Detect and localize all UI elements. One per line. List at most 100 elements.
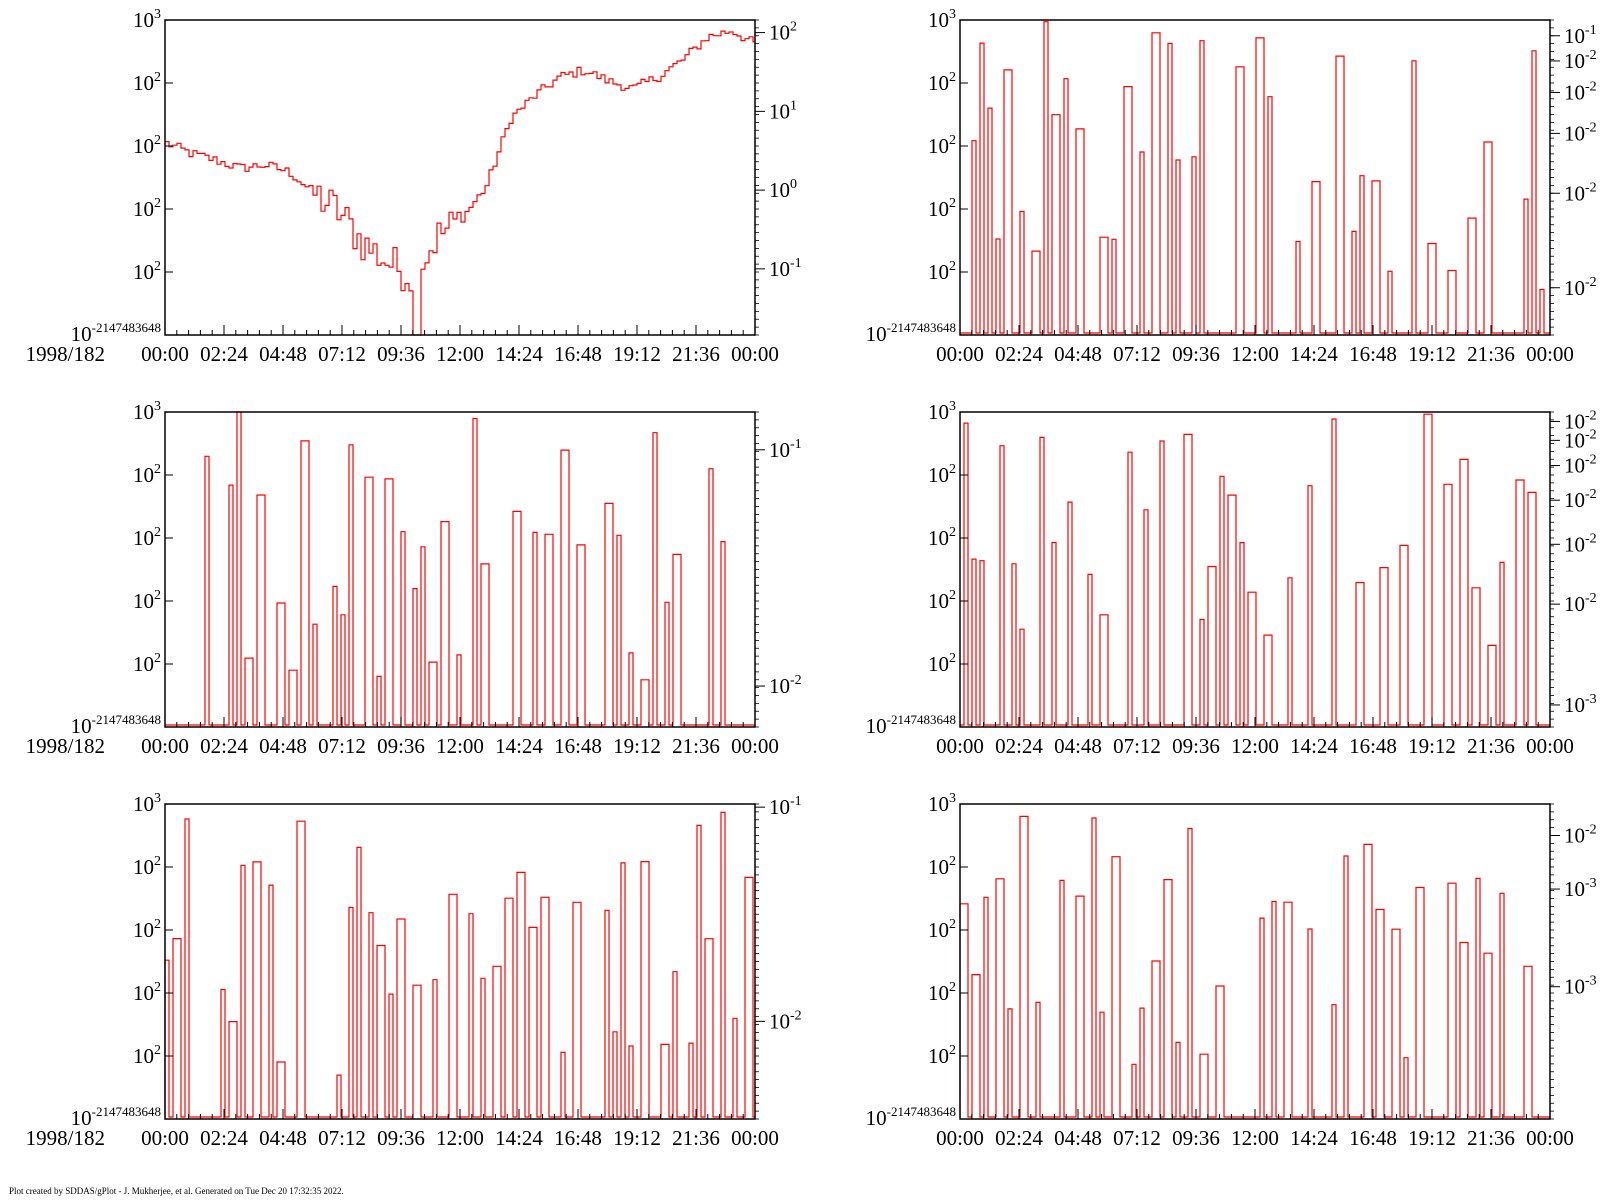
x-tick-label: 09:36 <box>377 734 425 758</box>
y-left-tick-label: 102 <box>133 133 161 158</box>
y-left-tick-label: 102 <box>133 980 161 1005</box>
x-tick-label: 12:00 <box>1231 342 1279 366</box>
y-left-tick-label: 102 <box>133 917 161 942</box>
x-tick-label: 04:48 <box>259 342 307 366</box>
x-tick-label: 02:24 <box>200 342 248 366</box>
x-tick-label: 14:24 <box>495 342 543 366</box>
plot-panel-6: 00:00 02:24 04:48 07:12 09:36 12:00 14:24 16:48… <box>866 791 1597 1150</box>
x-tick-label: 21:36 <box>1467 1126 1515 1150</box>
x-tick-label: 07:12 <box>1113 342 1161 366</box>
y-right-tick-label: 10-2 <box>1564 427 1597 452</box>
plot-panel-2: 00:00 02:24 04:48 07:12 09:36 12:00 14:24 16:48… <box>866 7 1597 366</box>
x-tick-label: 21:36 <box>672 1126 720 1150</box>
plot-panel-1: 00:00 02:24 04:48 07:12 09:36 12:00 14:24 16:48… <box>26 7 802 366</box>
y-right-tick-label: 10-2 <box>1564 487 1597 512</box>
x-tick-label: 09:36 <box>1172 734 1220 758</box>
x-tick-label: 02:24 <box>995 734 1043 758</box>
x-tick-label: 14:24 <box>1290 342 1338 366</box>
y-left-tick-label: 103 <box>133 7 161 32</box>
x-tick-label: 14:24 <box>1290 1126 1338 1150</box>
y-right-tick-label: 10-1 <box>769 256 802 281</box>
y-right-tick-label: 10-3 <box>1564 692 1597 717</box>
y-left-tick-label: 102 <box>928 133 956 158</box>
x-tick-label: 00:00 <box>936 1126 984 1150</box>
y-left-tick-label: 10-2147483648 <box>71 712 161 738</box>
y-left-tick-label: 103 <box>928 7 956 32</box>
x-tick-label: 00:00 <box>936 734 984 758</box>
y-left-tick-label: 102 <box>928 259 956 284</box>
y-right-tick-label: 10-2 <box>1564 48 1597 73</box>
y-right-tick-label: 10-1 <box>769 437 802 462</box>
y-left-tick-label: 102 <box>928 462 956 487</box>
y-left-tick-label: 102 <box>133 70 161 95</box>
y-right-tick-label: 10-1 <box>769 794 802 819</box>
y-left-tick-label: 102 <box>928 196 956 221</box>
y-left-tick-label: 103 <box>133 399 161 424</box>
x-tick-label: 00:00 <box>731 734 779 758</box>
x-tick-label: 21:36 <box>672 734 720 758</box>
y-left-tick-label: 102 <box>133 588 161 613</box>
x-tick-label: 16:48 <box>1349 342 1397 366</box>
series-line <box>960 413 1550 726</box>
x-tick-label: 14:24 <box>1290 734 1338 758</box>
x-tick-label: 14:24 <box>495 734 543 758</box>
y-left-tick-label: 103 <box>133 791 161 816</box>
y-left-tick-label: 102 <box>928 588 956 613</box>
x-tick-label: 09:36 <box>1172 342 1220 366</box>
plot-panel-4: 00:00 02:24 04:48 07:12 09:36 12:00 14:24 16:48… <box>866 399 1597 758</box>
y-right-tick-label: 101 <box>769 98 797 123</box>
x-tick-label: 19:12 <box>1408 734 1456 758</box>
x-tick-label: 02:24 <box>995 1126 1043 1150</box>
plot-panel-5: 00:00 02:24 04:48 07:12 09:36 12:00 14:24 16:48… <box>26 791 802 1150</box>
date-label: 1998/182 <box>26 734 105 758</box>
y-left-tick-label: 102 <box>928 980 956 1005</box>
y-left-tick-label: 10-2147483648 <box>71 1104 161 1130</box>
y-left-tick-label: 10-2147483648 <box>866 1104 956 1130</box>
plot-frame <box>959 803 1551 1120</box>
x-tick-label: 21:36 <box>1467 734 1515 758</box>
x-tick-label: 16:48 <box>1349 1126 1397 1150</box>
y-right-tick-label: 10-2 <box>1564 591 1597 616</box>
x-tick-label: 07:12 <box>318 342 366 366</box>
y-right-tick-label: 102 <box>769 20 797 45</box>
x-tick-label: 16:48 <box>554 734 602 758</box>
y-right-tick-label: 100 <box>769 177 797 202</box>
y-right-tick-label: 10-2 <box>1564 408 1597 433</box>
y-right-tick-label: 10-2 <box>769 1008 802 1033</box>
x-tick-label: 00:00 <box>1526 342 1574 366</box>
y-left-tick-label: 102 <box>928 525 956 550</box>
y-left-tick-label: 102 <box>928 651 956 676</box>
x-tick-label: 07:12 <box>1113 1126 1161 1150</box>
x-tick-label: 12:00 <box>436 342 484 366</box>
x-tick-label: 00:00 <box>141 1126 189 1150</box>
y-right-tick-label: 10-2 <box>1564 823 1597 848</box>
y-left-tick-label: 102 <box>133 462 161 487</box>
x-tick-label: 04:48 <box>259 734 307 758</box>
y-right-tick-label: 10-3 <box>1564 876 1597 901</box>
x-tick-label: 09:36 <box>1172 1126 1220 1150</box>
x-tick-label: 09:36 <box>377 1126 425 1150</box>
x-tick-label: 04:48 <box>1054 1126 1102 1150</box>
y-right-tick-label: 10-2 <box>769 673 802 698</box>
x-tick-label: 09:36 <box>377 342 425 366</box>
date-label: 1998/182 <box>26 1126 105 1150</box>
x-tick-label: 19:12 <box>613 342 661 366</box>
x-tick-label: 07:12 <box>1113 734 1161 758</box>
y-right-tick-label: 10-3 <box>1564 974 1597 999</box>
x-tick-label: 16:48 <box>554 342 602 366</box>
y-left-tick-label: 102 <box>928 917 956 942</box>
y-right-tick-label: 10-1 <box>1564 23 1597 48</box>
x-tick-label: 21:36 <box>672 342 720 366</box>
y-right-tick-label: 10-2 <box>1564 275 1597 300</box>
y-left-tick-label: 102 <box>928 70 956 95</box>
x-tick-label: 12:00 <box>1231 1126 1279 1150</box>
x-tick-label: 00:00 <box>141 342 189 366</box>
x-tick-label: 04:48 <box>1054 734 1102 758</box>
x-tick-label: 00:00 <box>1526 1126 1574 1150</box>
x-tick-label: 12:00 <box>436 734 484 758</box>
x-tick-label: 16:48 <box>1349 734 1397 758</box>
y-right-tick-label: 10-2 <box>1564 79 1597 104</box>
series-line <box>960 21 1550 334</box>
y-right-tick-label: 10-2 <box>1564 453 1597 478</box>
